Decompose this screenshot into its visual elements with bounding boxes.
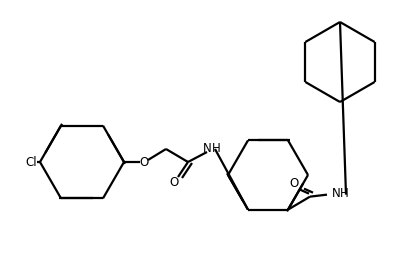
Text: N: N: [332, 187, 341, 200]
Text: Cl: Cl: [25, 155, 37, 169]
Text: O: O: [169, 177, 179, 189]
Text: H: H: [340, 187, 349, 200]
Text: N: N: [203, 142, 211, 154]
Text: H: H: [212, 142, 221, 154]
Text: O: O: [289, 177, 299, 190]
Text: O: O: [139, 155, 149, 169]
